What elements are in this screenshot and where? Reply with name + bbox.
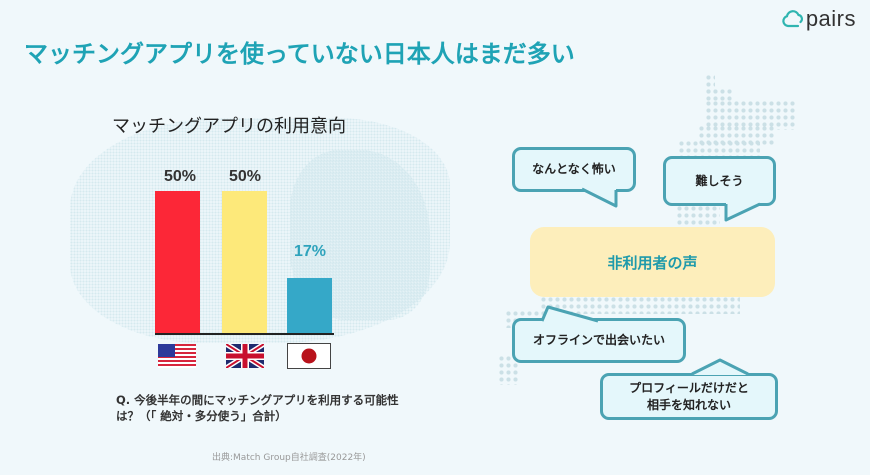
bar-value-japan: 17%: [293, 243, 327, 260]
page-title: マッチングアプリを使っていない日本人はまだ多い: [24, 40, 575, 68]
bubble-tail-icon: [691, 358, 749, 376]
bar-japan: [287, 278, 332, 333]
japan-flag-icon: [287, 343, 331, 369]
bubble-tail-icon: [724, 202, 761, 222]
speech-bubble-2: 難しそう: [663, 156, 776, 206]
bar-value-us: 50%: [163, 168, 197, 185]
speech-bubble-4: プロフィールだけだと 相手を知れない: [600, 373, 778, 420]
logo-text: pairs: [805, 6, 856, 31]
bubble-tail-icon: [540, 305, 599, 323]
bubble-text: プロフィールだけだと 相手を知れない: [629, 380, 749, 412]
survey-question: Q. 今後半年の間にマッチングアプリを利用する可能性は？（「 絶対・多分使う」合…: [116, 393, 399, 423]
bubble-tail-icon: [581, 187, 618, 208]
speech-bubble-1: なんとなく怖い: [512, 147, 636, 192]
non-user-voices-heading: 非利用者の声: [530, 227, 775, 297]
chart-title: マッチングアプリの利用意向: [112, 116, 346, 137]
source-citation: 出典:Match Group自社調査(2022年): [212, 453, 366, 463]
cloud-icon: [782, 10, 803, 28]
bar-us: [155, 191, 200, 333]
bubble-text: オフラインで出会いたい: [532, 333, 665, 347]
x-axis: [155, 333, 334, 335]
bar-uk: [222, 191, 267, 333]
speech-bubble-3: オフラインで出会いたい: [512, 318, 686, 363]
pairs-logo: pairs: [782, 6, 856, 32]
bubble-text: 難しそう: [695, 173, 744, 188]
bar-value-uk: 50%: [228, 168, 262, 185]
bubble-text: なんとなく怖い: [532, 162, 616, 176]
uk-flag-icon: [226, 344, 264, 368]
us-flag-icon: [158, 344, 196, 368]
